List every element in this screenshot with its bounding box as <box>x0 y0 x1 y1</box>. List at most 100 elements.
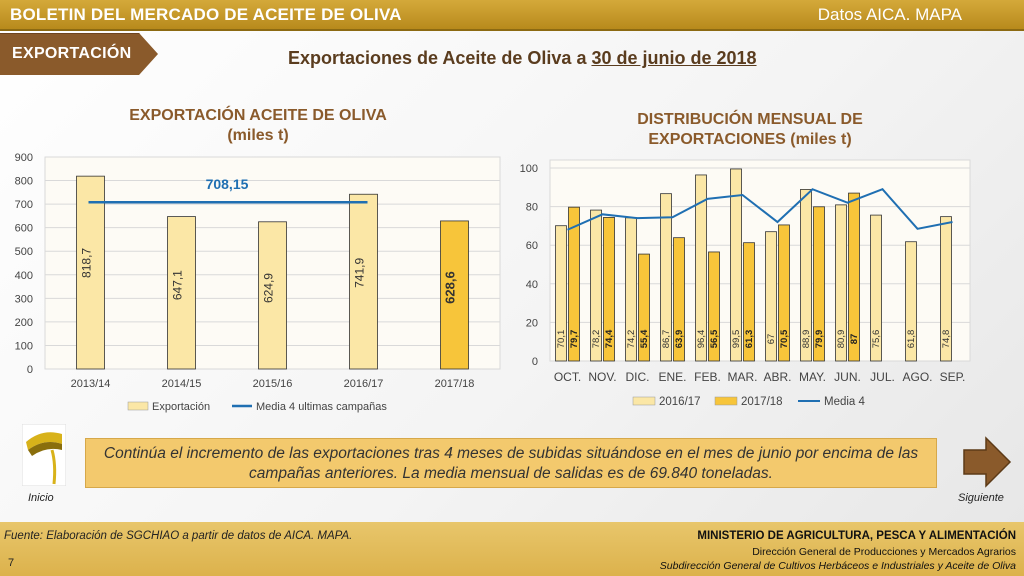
chart2-data-label-2016-17: 88,9 <box>801 330 812 349</box>
chart1-bar <box>349 193 378 370</box>
chart2-bar-2017-18 <box>673 237 685 362</box>
chart1-legend-line-label: Media 4 ultimas campañas <box>256 401 387 413</box>
chart2-bar-2016-17 <box>555 225 567 362</box>
chart1-plot-area <box>44 156 501 370</box>
directorate-name: Dirección General de Producciones y Merc… <box>752 546 1016 558</box>
chart2-data-label-2017-18: 56,5 <box>709 329 720 348</box>
chart1-bar <box>258 221 287 370</box>
chart1-data-label: 741,9 <box>353 258 367 288</box>
chart2-title-line2: EXPORTACIONES <box>648 131 786 148</box>
chart2-data-label-2016-17: 96,4 <box>696 330 707 349</box>
chart2-legend-swatch-2016-17 <box>632 396 656 406</box>
chart2-bar-2017-18 <box>743 242 755 362</box>
chart2-bar-2016-17 <box>835 204 847 362</box>
chart2-bar-2016-17 <box>765 231 777 362</box>
chart2-bar-2016-17 <box>940 216 952 362</box>
chart1-xtick-label: 2015/16 <box>253 378 293 390</box>
bulletin-title: BOLETIN DEL MERCADO DE ACEITE DE OLIVA <box>10 5 402 24</box>
chart2-xtick-label: ABR. <box>763 370 791 384</box>
chart2-bar-2016-17 <box>590 209 602 362</box>
chart2-bar-2017-18 <box>813 206 825 362</box>
chart2-bar-2016-17 <box>625 217 637 362</box>
chart1-ytick-label: 400 <box>15 270 33 282</box>
chart2-data-label-2016-17: 67 <box>766 334 777 345</box>
section-tag: EXPORTACIÓN <box>0 33 158 75</box>
chart2-data-label-2017-18: 63,9 <box>674 330 685 349</box>
olive-oil-icon[interactable] <box>21 423 67 487</box>
chart2-bar-2016-17 <box>660 193 672 362</box>
chart2-xtick-label: ENE. <box>658 370 686 384</box>
section-tag-label: EXPORTACIÓN <box>12 45 132 62</box>
chart2-data-label-2016-17: 86,7 <box>661 330 672 349</box>
chart1-title: EXPORTACIÓN ACEITE DE OLIVA <box>129 107 387 124</box>
chart2-xtick-label: NOV. <box>588 370 616 384</box>
chart2-xtick-label: SEP. <box>940 370 966 384</box>
chart1-legend-bar-label: Exportación <box>152 401 210 413</box>
chart2-data-label-2017-18: 61,3 <box>744 330 755 349</box>
chart2-legend-label-media: Media 4 <box>824 396 866 408</box>
chart2-bar-2017-18 <box>778 224 790 362</box>
chart2-xtick-label: OCT. <box>554 370 581 384</box>
nav-prev-link[interactable]: Inicio <box>28 492 54 504</box>
chart1-xtick-label: 2014/15 <box>162 378 202 390</box>
chart2-subtitle: (miles t) <box>790 131 852 148</box>
chart2-bar-2016-17 <box>695 174 707 362</box>
summary-note: Continúa el incremento de las exportacio… <box>85 438 937 488</box>
chart1-data-label: 647,1 <box>171 270 185 300</box>
chart2-xtick-label: DIC. <box>626 370 650 384</box>
chart2-legend-label-2016-17: 2016/17 <box>659 396 701 408</box>
chart1-bar <box>167 216 196 370</box>
page-title-date: 30 de junio de 2018 <box>591 48 757 68</box>
chart2-xtick-label: FEB. <box>694 370 721 384</box>
chart2-data-label-2016-17: 80,9 <box>836 330 847 349</box>
chart2-bar-2016-17 <box>730 168 742 362</box>
chart1-ytick-label: 500 <box>15 246 33 258</box>
chart2-bar-2017-18 <box>708 251 720 362</box>
chart2-bar-2017-18 <box>848 192 860 362</box>
chart2-data-label-2016-17: 70,1 <box>556 330 567 349</box>
page-title: Exportaciones de Aceite de Oliva a 30 de… <box>288 48 757 69</box>
chart2-bar-2016-17 <box>905 241 917 362</box>
chart2-ytick-label: 100 <box>520 163 538 175</box>
chart2-data-label-2017-18: 79,9 <box>814 330 825 349</box>
chart1-ytick-label: 600 <box>15 223 33 235</box>
chart1-data-label: 818,7 <box>80 248 94 278</box>
chart1-data-label: 628,6 <box>443 271 458 304</box>
chart1-ytick-label: 200 <box>15 317 33 329</box>
chart2-data-label-2016-17: 61,8 <box>906 330 917 349</box>
chart1-ytick-label: 0 <box>27 364 33 376</box>
chart1-ytick-label: 100 <box>15 340 33 352</box>
chart2-data-label-2016-17: 74,2 <box>626 330 637 349</box>
next-arrow-icon[interactable] <box>962 436 1012 488</box>
chart2-ytick-label: 80 <box>526 202 538 214</box>
chart2-data-label-2017-18: 87 <box>849 334 860 345</box>
nav-next-link[interactable]: Siguiente <box>958 492 1004 504</box>
chart1-xtick-label: 2016/17 <box>344 378 384 390</box>
chart2-xtick-label: MAY. <box>799 370 826 384</box>
chart2-data-label-2017-18: 55,4 <box>639 329 650 348</box>
chart2-xtick-label: JUL. <box>870 370 895 384</box>
chart2-bar-2016-17 <box>800 189 812 362</box>
chart1-xtick-label: 2013/14 <box>71 378 111 390</box>
chart1-average-label: 708,15 <box>206 176 249 192</box>
subdirectorate-name: Subdirección General de Cultivos Herbáce… <box>659 560 1016 572</box>
chart2-ytick-label: 60 <box>526 240 538 252</box>
chart2-bar-2017-18 <box>638 253 650 362</box>
chart2-xtick-label: MAR. <box>728 370 758 384</box>
chart2-ytick-label: 0 <box>532 356 538 368</box>
chart1-data-label: 624,9 <box>262 273 276 303</box>
chart1-ytick-label: 300 <box>15 293 33 305</box>
chart2-data-label-2016-17: 99,5 <box>731 330 742 349</box>
chart2-plot-area <box>549 159 971 362</box>
chart1-bar <box>440 220 469 370</box>
chart2-title-block: DISTRIBUCIÓN MENSUAL DE EXPORTACIONES (m… <box>590 110 910 150</box>
chart1-legend-swatch-bar <box>127 401 149 411</box>
chart1-ytick-label: 700 <box>15 199 33 211</box>
top-banner: BOLETIN DEL MERCADO DE ACEITE DE OLIVA D… <box>0 0 1024 31</box>
chart2-data-label-2017-18: 70,5 <box>779 329 790 348</box>
chart2-ytick-label: 20 <box>526 317 538 329</box>
chart2-bar-2017-18 <box>603 217 615 362</box>
footer-source: Fuente: Elaboración de SGCHIAO a partir … <box>4 530 353 542</box>
chart2-bar-2016-17 <box>870 214 882 362</box>
